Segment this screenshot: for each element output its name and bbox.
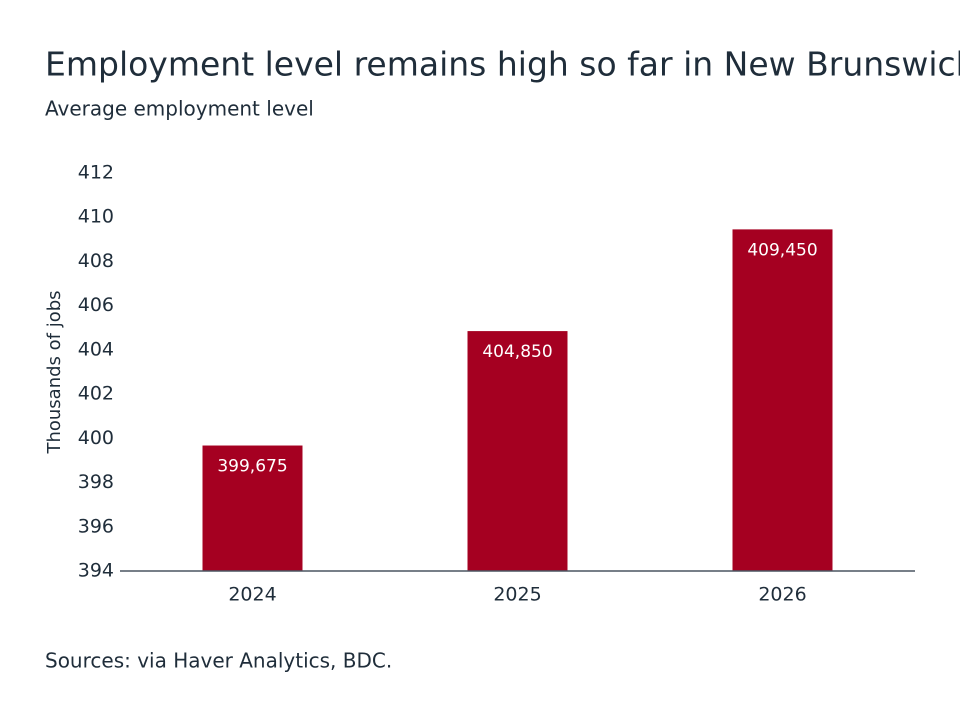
y-tick-label: 406 (78, 294, 114, 316)
x-tick-label: 2025 (493, 584, 541, 606)
y-tick-label: 398 (78, 471, 114, 493)
y-axis-label: Thousands of jobs (44, 290, 65, 454)
y-tick-label: 402 (78, 383, 114, 405)
value-label: 399,675 (217, 457, 287, 477)
y-tick-label: 410 (78, 206, 114, 228)
value-label: 404,850 (482, 342, 552, 362)
chart-title: Employment level remains high so far in … (45, 45, 960, 84)
y-tick-label: 404 (78, 338, 114, 360)
x-tick-label: 2024 (228, 584, 276, 606)
y-tick-label: 408 (78, 250, 114, 272)
chart-subtitle: Average employment level (45, 97, 314, 121)
y-tick-label: 396 (78, 515, 114, 537)
bar (732, 229, 833, 571)
source-note: Sources: via Haver Analytics, BDC. (45, 649, 392, 673)
y-tick-label: 412 (78, 162, 114, 184)
y-tick-label: 400 (78, 427, 114, 449)
x-tick-label: 2026 (758, 584, 806, 606)
bar (202, 445, 303, 571)
bar (467, 331, 568, 571)
y-tick-label: 394 (78, 560, 114, 582)
value-label: 409,450 (747, 240, 817, 260)
